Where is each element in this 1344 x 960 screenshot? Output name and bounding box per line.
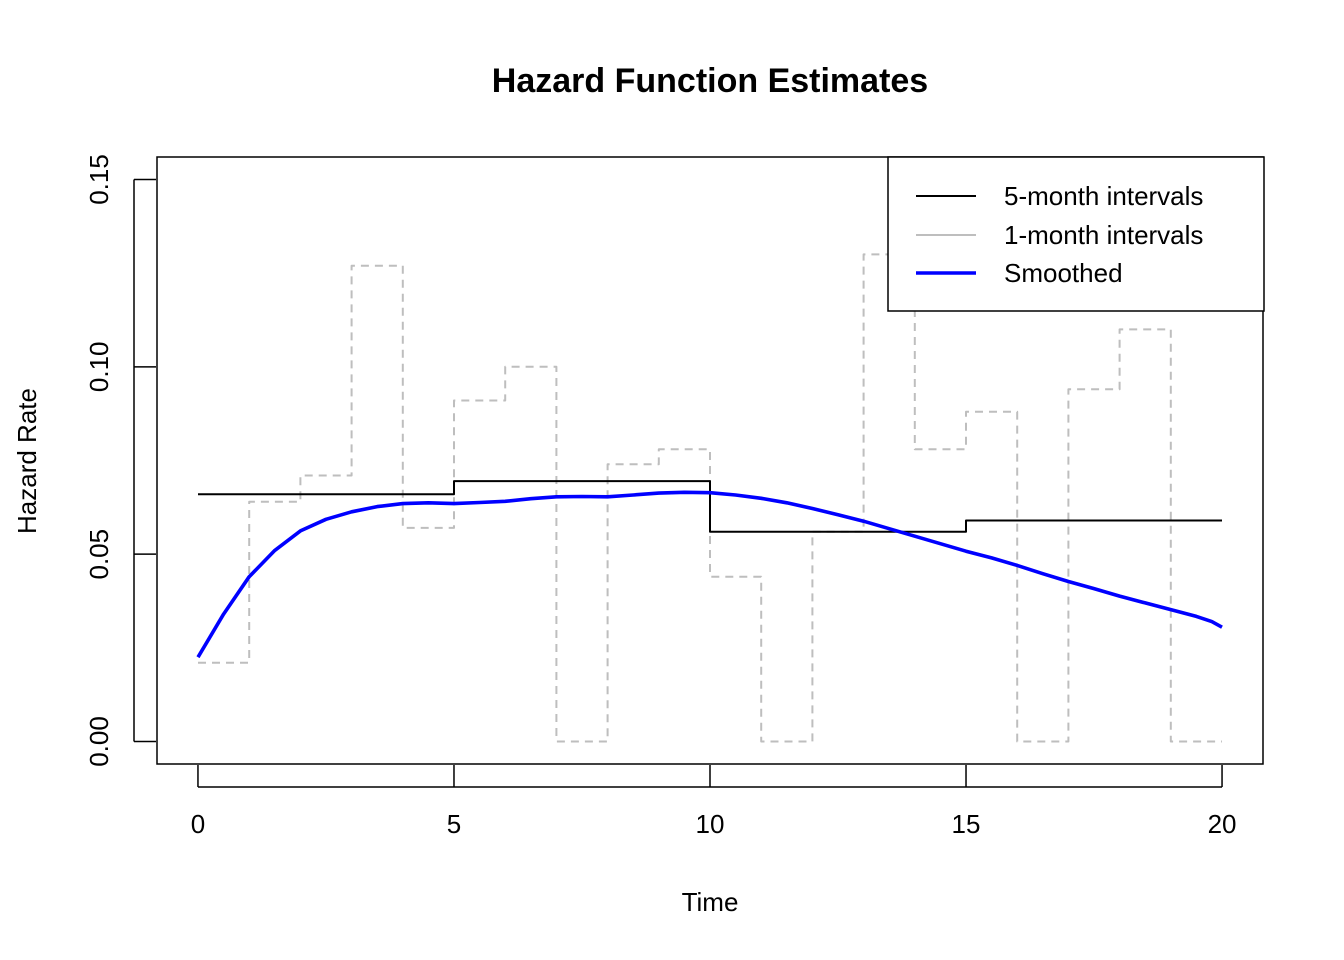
chart-title: Hazard Function Estimates: [492, 62, 928, 100]
legend-label: 5-month intervals: [1004, 181, 1203, 211]
x-axis-label: Time: [682, 887, 739, 917]
legend-label: 1-month intervals: [1004, 220, 1203, 250]
axes: 0 5 10 15 20 0.00 0.05 0.10 0.15: [84, 154, 1264, 839]
legend-label: Smoothed: [1004, 258, 1123, 288]
y-tick-label: 0.00: [84, 716, 114, 767]
plot-frame: [156, 156, 1264, 765]
y-tick-label: 0.10: [84, 341, 114, 392]
y-tick-label: 0.05: [84, 529, 114, 580]
legend: 5-month intervals 1-month intervals Smooth…: [887, 156, 1265, 312]
x-tick-label: 0: [191, 809, 205, 839]
series-line-5-month-intervals: [198, 480, 1222, 533]
plot-area: [196, 253, 1223, 743]
x-tick-label: 5: [447, 809, 461, 839]
series-line-smoothed: [196, 490, 1223, 659]
x-tick-label: 20: [1208, 809, 1237, 839]
x-tick-label: 10: [696, 809, 725, 839]
y-axis-label: Hazard Rate: [12, 388, 42, 534]
x-tick-label: 15: [952, 809, 981, 839]
y-tick-label: 0.15: [84, 154, 114, 205]
